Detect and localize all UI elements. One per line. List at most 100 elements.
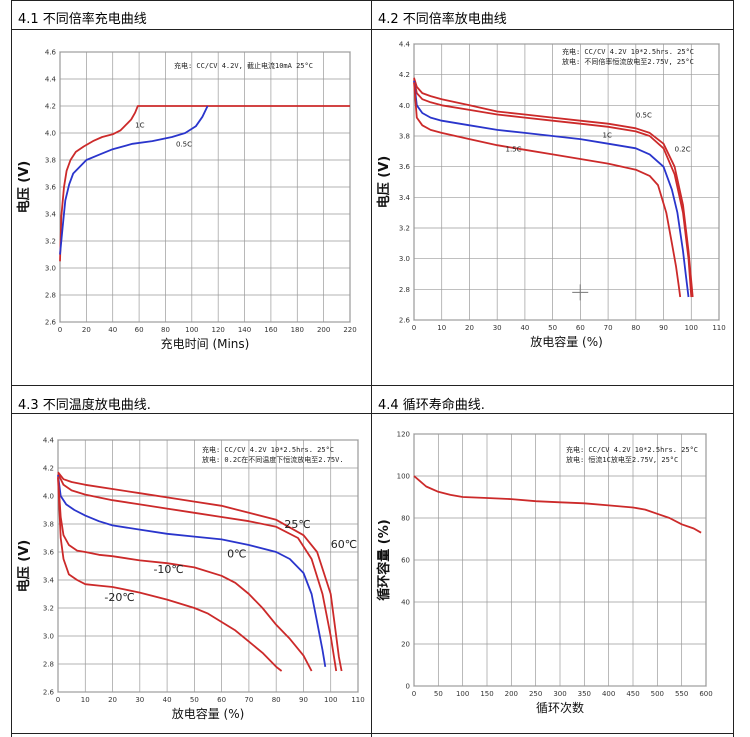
y-tick-label: 2.8 (43, 661, 54, 669)
series-annotation: 60℃ (331, 538, 357, 551)
y-tick-label: 20 (401, 641, 410, 649)
y-tick-label: 4.0 (399, 102, 410, 110)
x-axis-label: 放电容量 (%) (530, 334, 603, 349)
series-line-1c (413, 80, 690, 298)
series-annotation: 25℃ (284, 518, 310, 531)
condition-note: 充电: CC/CV 4.2V 10*2.5hrs. 25°C (562, 47, 694, 56)
y-tick-label: 3.8 (45, 157, 56, 165)
x-tick-label: 180 (291, 326, 304, 334)
panel-title-1: 4.1 不同倍率充电曲线 (18, 12, 147, 27)
x-tick-label: 50 (434, 690, 443, 698)
x-tick-label: 0 (412, 690, 416, 698)
series-annotation: 0.5C (176, 141, 192, 149)
condition-note: 放电: 不同倍率恒流放电至2.75V, 25°C (562, 57, 694, 66)
x-tick-label: 400 (602, 690, 615, 698)
x-tick-label: 100 (456, 690, 469, 698)
x-tick-label: 100 (324, 696, 337, 704)
x-tick-label: 70 (244, 696, 253, 704)
temperature-discharge-chart: 0 10 20 30 40 50 60 70 80 90 100 110 2.6 2.8 3.0 3.2 3.4… (16, 437, 365, 722)
panel-title-3: 4.3 不同温度放电曲线. (18, 398, 151, 413)
series-line-25c (57, 473, 338, 672)
x-tick-label: 40 (163, 696, 172, 704)
x-tick-label: 20 (82, 326, 91, 334)
series-line-0p2c (413, 77, 694, 298)
panel-title-2: 4.2 不同倍率放电曲线 (378, 12, 507, 27)
series-line-0p5c (413, 79, 693, 298)
series-annotation: 0.2C (675, 145, 691, 153)
y-tick-label: 2.8 (399, 286, 410, 294)
y-tick-label: 120 (397, 431, 410, 439)
x-tick-label: 140 (238, 326, 251, 334)
y-tick-label: 3.4 (43, 577, 55, 585)
y-axis-label: 循环容量 (%) (376, 519, 392, 600)
x-tick-label: 0 (56, 696, 60, 704)
y-tick-label: 4.0 (43, 493, 54, 501)
x-axis-label: 充电时间 (Mins) (161, 336, 250, 351)
plot-area (413, 43, 720, 321)
series-line--20c (57, 477, 283, 672)
charge-rate-chart: 0 20 40 60 80 100 120 140 160 180 200 220 2.6 2.8 3.0 3… (16, 49, 357, 352)
x-tick-label: 100 (185, 326, 198, 334)
y-tick-label: 4.0 (45, 130, 56, 138)
discharge-rate-chart: 0 10 20 30 40 50 60 70 80 90 100 110 2.6 2.8 3.0 3.2 3.4… (376, 41, 726, 350)
x-tick-label: 220 (343, 326, 356, 334)
x-tick-label: 20 (465, 324, 474, 332)
x-tick-label: 30 (493, 324, 502, 332)
y-axis-label: 电压 (V) (16, 161, 32, 213)
y-tick-label: 3.8 (399, 133, 410, 141)
x-tick-label: 200 (505, 690, 518, 698)
x-tick-label: 80 (631, 324, 640, 332)
x-axis-label: 循环次数 (536, 700, 584, 715)
series-line-60c (57, 471, 343, 672)
series-annotation: -10℃ (153, 563, 183, 576)
x-tick-label: 20 (108, 696, 117, 704)
series-annotation: 0.5C (636, 112, 652, 120)
x-tick-label: 0 (412, 324, 416, 332)
x-tick-label: 250 (529, 690, 542, 698)
y-tick-label: 40 (401, 599, 410, 607)
y-axis-label: 电压 (V) (16, 540, 32, 592)
y-tick-label: 4.4 (45, 76, 57, 84)
condition-note: 充电: CC/CV 4.2V 10*2.5hrs. 25°C (202, 445, 334, 454)
condition-note: 放电: 恒流1C放电至2.75V, 25°C (566, 455, 678, 464)
panel-title-4: 4.4 循环寿命曲线. (378, 398, 485, 413)
condition-note: 充电: CC/CV 4.2V, 截止电流10mA 25°C (174, 61, 313, 70)
x-tick-label: 10 (81, 696, 90, 704)
y-tick-label: 3.4 (399, 194, 411, 202)
y-tick-label: 3.6 (45, 184, 57, 192)
y-tick-label: 3.0 (43, 633, 54, 641)
x-tick-label: 60 (217, 696, 226, 704)
x-tick-label: 80 (161, 326, 170, 334)
series-line-1c (59, 105, 350, 262)
y-tick-label: 4.2 (399, 71, 410, 79)
y-tick-label: 4.2 (43, 465, 54, 473)
series-annotation: 1C (135, 122, 144, 130)
y-axis-label: 电压 (V) (376, 156, 392, 208)
x-axis-label: 放电容量 (%) (172, 706, 245, 721)
x-tick-label: 30 (135, 696, 144, 704)
x-tick-label: 100 (685, 324, 698, 332)
y-tick-label: 4.4 (399, 41, 411, 49)
series-line-0p5c (59, 105, 209, 255)
x-tick-label: 0 (58, 326, 62, 334)
y-tick-label: 3.8 (43, 521, 54, 529)
y-tick-label: 4.2 (45, 103, 56, 111)
x-tick-label: 40 (520, 324, 529, 332)
cycle-life-chart: 0 50 100 150 200 250 300 350 400 450 500 550 600 0 20 4… (376, 431, 713, 716)
series-annotation: -20℃ (104, 591, 134, 604)
x-tick-label: 120 (211, 326, 224, 334)
y-tick-label: 60 (401, 557, 410, 565)
y-tick-label: 100 (397, 473, 410, 481)
x-tick-label: 160 (264, 326, 277, 334)
y-tick-label: 2.6 (399, 317, 411, 325)
y-tick-label: 4.4 (43, 437, 55, 445)
y-tick-label: 2.6 (43, 689, 55, 697)
x-tick-label: 90 (659, 324, 668, 332)
x-tick-label: 60 (135, 326, 144, 334)
condition-note: 充电: CC/CV 4.2V 10*2.5hrs. 25°C (566, 445, 698, 454)
y-tick-label: 2.6 (45, 319, 57, 327)
series-line-cycle-capacity (413, 475, 702, 534)
y-tick-label: 3.6 (399, 163, 411, 171)
y-tick-label: 3.6 (43, 549, 55, 557)
x-tick-label: 90 (299, 696, 308, 704)
